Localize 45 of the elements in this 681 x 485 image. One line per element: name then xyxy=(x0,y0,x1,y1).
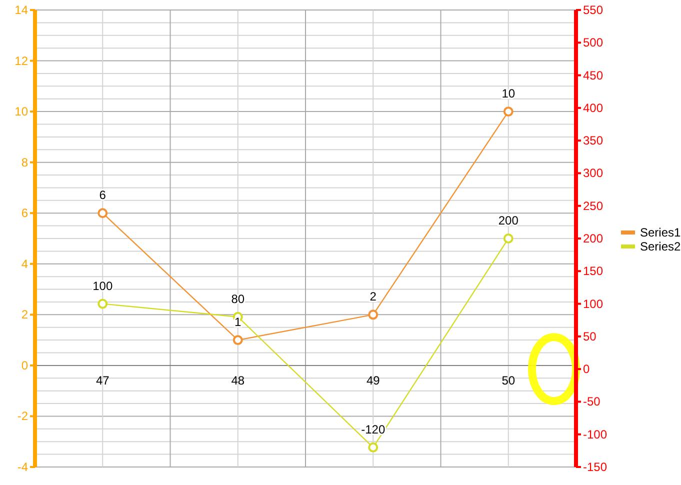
x-tick-label: 50 xyxy=(502,373,516,388)
y-tick-label: 10 xyxy=(14,104,28,119)
y2-tick-label: 0 xyxy=(583,362,590,376)
y2-tick-label: 350 xyxy=(583,134,604,148)
data-label: 10 xyxy=(502,86,516,101)
data-label: 100 xyxy=(92,278,113,293)
y-tick-label: -2 xyxy=(17,409,28,424)
data-label: 200 xyxy=(498,214,519,228)
legend-label: Series2 xyxy=(640,240,681,254)
y-tick-label: 2 xyxy=(21,308,28,322)
y-tick-label: 6 xyxy=(21,206,28,220)
x-tick-label: 49 xyxy=(366,373,380,388)
y2-tick-label: 450 xyxy=(583,68,604,82)
point xyxy=(232,335,243,346)
y2-tick-label: 50 xyxy=(583,329,597,344)
point xyxy=(503,234,514,244)
y-tick-label: -4 xyxy=(17,460,28,474)
y-tick-label: 4 xyxy=(21,256,28,271)
y2-tick-label: 100 xyxy=(583,296,604,311)
x-tick-label: 48 xyxy=(231,373,245,388)
point xyxy=(98,298,108,309)
y2-tick-label: 550 xyxy=(583,3,604,17)
data-label: -120 xyxy=(361,422,386,436)
legend-label: Series1 xyxy=(640,226,681,240)
y2-tick-label: 200 xyxy=(583,232,604,246)
point xyxy=(368,310,378,320)
point xyxy=(98,208,108,218)
y2-tick-label: 300 xyxy=(583,166,604,180)
data-label: 6 xyxy=(99,188,106,202)
y-tick-label: 12 xyxy=(14,54,28,68)
y2-tick-label: -150 xyxy=(583,460,608,474)
y2-tick-label: 500 xyxy=(583,36,604,50)
y-tick-label: 8 xyxy=(21,155,28,170)
y2-tick-label: 250 xyxy=(583,198,604,213)
y2-tick-label: -50 xyxy=(583,394,601,409)
point xyxy=(368,442,378,452)
x-tick-label: 47 xyxy=(96,373,110,388)
y2-tick-label: 150 xyxy=(583,264,604,278)
data-label: 2 xyxy=(370,290,377,304)
y-tick-label: 14 xyxy=(14,3,28,17)
point xyxy=(503,106,514,117)
y-tick-label: 0 xyxy=(21,358,28,372)
data-label: 80 xyxy=(231,292,245,306)
y2-tick-label: 400 xyxy=(583,100,604,115)
y2-tick-label: -100 xyxy=(583,427,608,442)
